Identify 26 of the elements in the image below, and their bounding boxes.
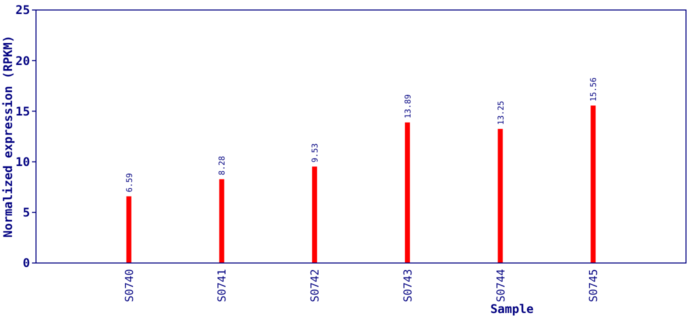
y-tick-label: 25 — [16, 3, 30, 18]
x-tick-label: S0745 — [587, 269, 600, 302]
bar — [404, 122, 410, 263]
bar — [126, 196, 132, 263]
y-tick-label: 20 — [16, 54, 30, 68]
data-label: 15.56 — [589, 77, 598, 102]
data-label: 9.53 — [310, 143, 320, 163]
y-tick-label: 5 — [22, 206, 30, 220]
y-tick-label: 15 — [16, 104, 30, 118]
y-tick-label: 0 — [22, 256, 30, 270]
y-tick-label: 10 — [16, 155, 30, 169]
x-tick-label: S0744 — [494, 268, 508, 302]
x-tick-label: S0740 — [122, 269, 136, 302]
data-label: 13.89 — [403, 94, 412, 118]
bar — [219, 179, 224, 263]
x-tick-label: S0743 — [401, 269, 414, 302]
x-tick-label: S0742 — [308, 269, 322, 302]
bar — [312, 166, 318, 263]
x-axis-title: Sample — [490, 302, 534, 316]
data-label: 13.25 — [496, 100, 506, 125]
y-axis-title: Normalized expression (RPKM) — [1, 35, 15, 238]
data-label: 8.28 — [218, 156, 227, 176]
bar — [590, 106, 596, 263]
x-tick-label: S0741 — [216, 269, 229, 302]
bar — [498, 128, 503, 263]
data-label: 6.59 — [124, 172, 134, 192]
